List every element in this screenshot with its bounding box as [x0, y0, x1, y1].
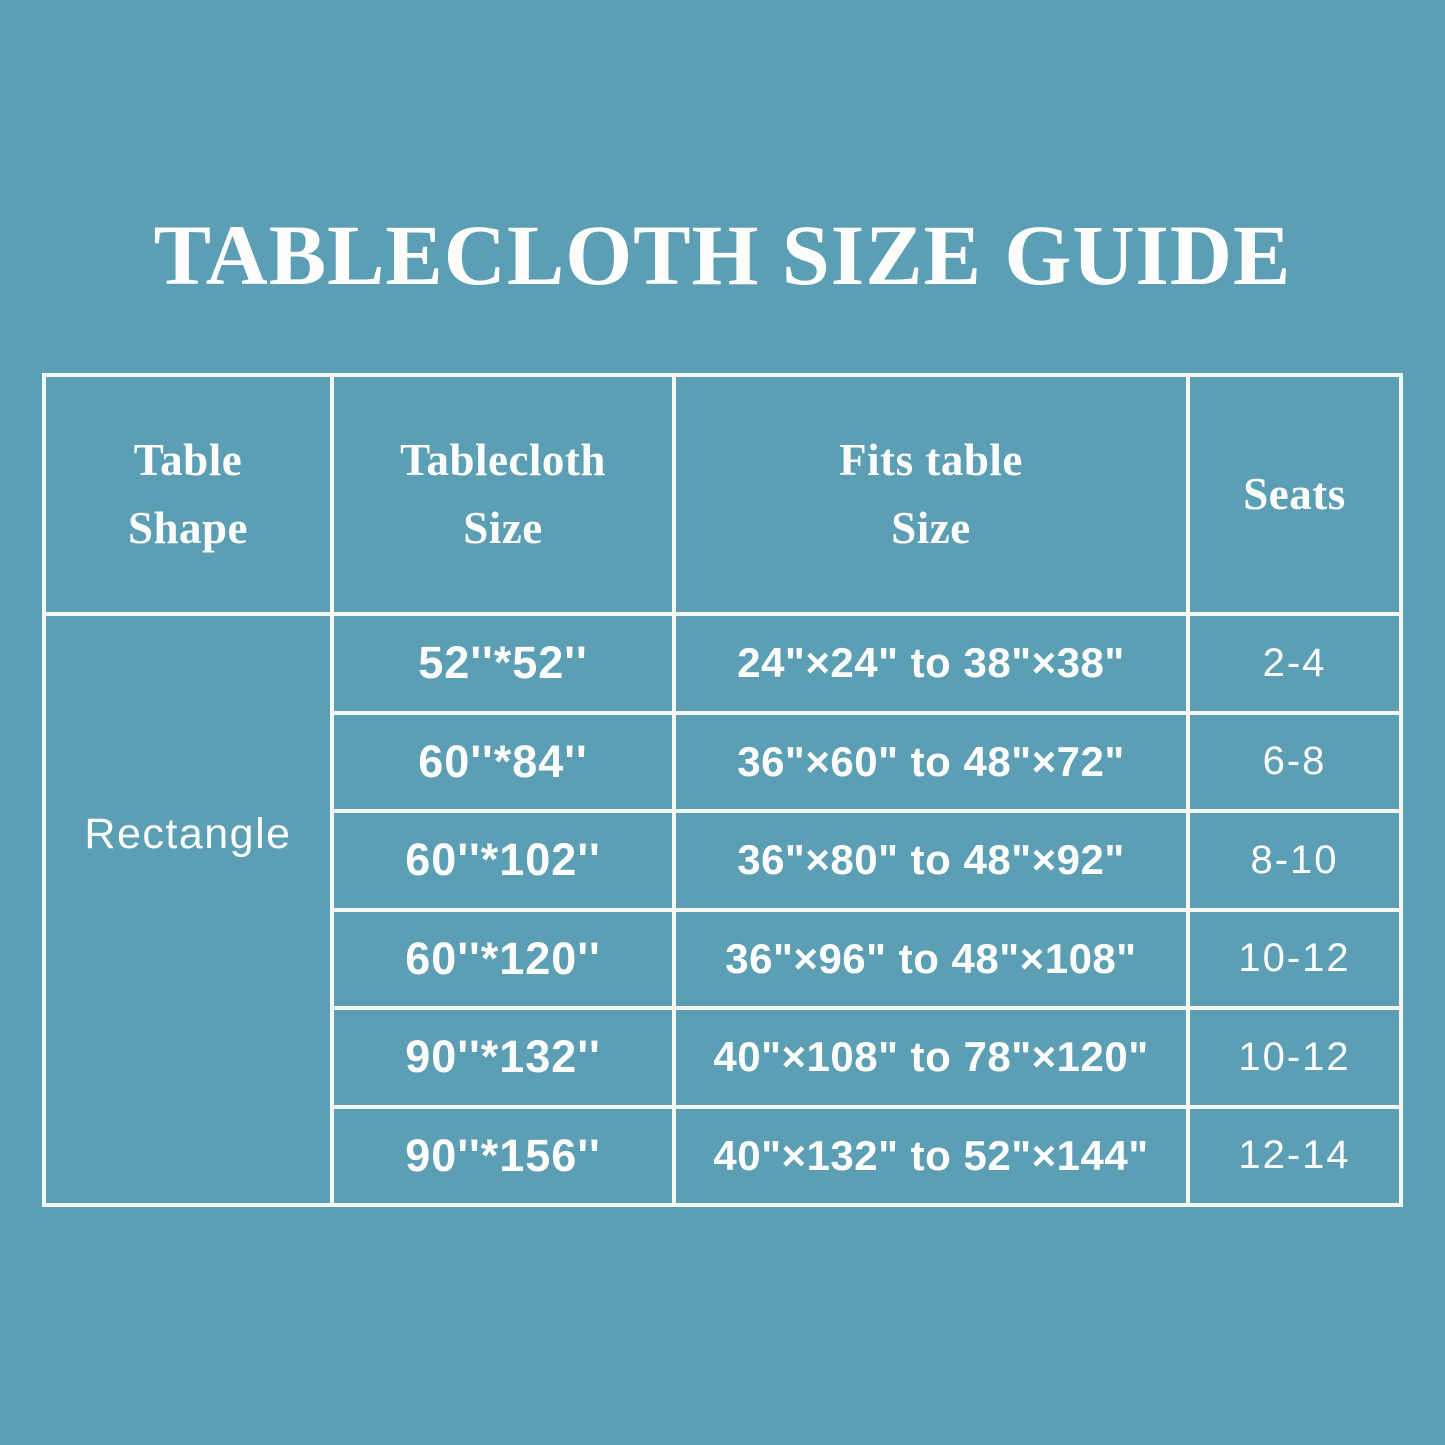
table-row: 60''*120'' 36"×96" to 48"×108" 10-12	[44, 907, 1403, 1010]
table-row: 60''*102'' 36"×80" to 48"×92" 8-10	[44, 809, 1403, 912]
seats-cell: 2-4	[1186, 612, 1403, 715]
column-header-tablecloth-size: Tablecloth Size	[330, 373, 676, 616]
tablecloth-size-cell: 60''*84''	[330, 710, 676, 813]
fits-table-size-cell: 24"×24" to 38"×38"	[672, 612, 1190, 715]
seats-cell: 10-12	[1186, 1006, 1403, 1109]
seats-cell: 8-10	[1186, 809, 1403, 912]
fits-table-size-cell: 36"×60" to 48"×72"	[672, 710, 1190, 813]
fits-table-size-cell: 40"×108" to 78"×120"	[672, 1006, 1190, 1109]
tablecloth-size-cell: 90''*132''	[330, 1006, 676, 1109]
tablecloth-size-cell: 90''*156''	[330, 1104, 676, 1207]
header-row: Table Shape Tablecloth Size Fits table S…	[42, 373, 1403, 616]
size-guide-table: Table Shape Tablecloth Size Fits table S…	[42, 373, 1403, 1207]
fits-table-size-cell: 36"×80" to 48"×92"	[672, 809, 1190, 912]
table-row: 60''*84'' 36"×60" to 48"×72" 6-8	[44, 710, 1403, 813]
tablecloth-size-cell: 60''*120''	[330, 907, 676, 1010]
column-header-fits-table-size: Fits table Size	[672, 373, 1190, 616]
fits-table-size-cell: 36"×96" to 48"×108"	[672, 907, 1190, 1010]
column-header-seats: Seats	[1186, 373, 1403, 616]
table-shape-cell: Rectangle	[42, 612, 334, 1207]
seats-cell: 12-14	[1186, 1104, 1403, 1207]
page-title: TABLECLOTH SIZE GUIDE	[153, 207, 1292, 303]
tablecloth-size-cell: 60''*102''	[330, 809, 676, 912]
column-header-table-shape: Table Shape	[42, 373, 334, 616]
seats-cell: 6-8	[1186, 710, 1403, 813]
table-row: 90''*132'' 40"×108" to 78"×120" 10-12	[44, 1006, 1403, 1109]
table-row: 90''*156'' 40"×132" to 52"×144" 12-14	[44, 1104, 1403, 1207]
table-row: Rectangle 52''*52'' 24"×24" to 38"×38" 2…	[42, 612, 1403, 1207]
tablecloth-size-cell: 52''*52''	[330, 612, 676, 715]
fits-table-size-cell: 40"×132" to 52"×144"	[672, 1104, 1190, 1207]
seats-cell: 10-12	[1186, 907, 1403, 1010]
